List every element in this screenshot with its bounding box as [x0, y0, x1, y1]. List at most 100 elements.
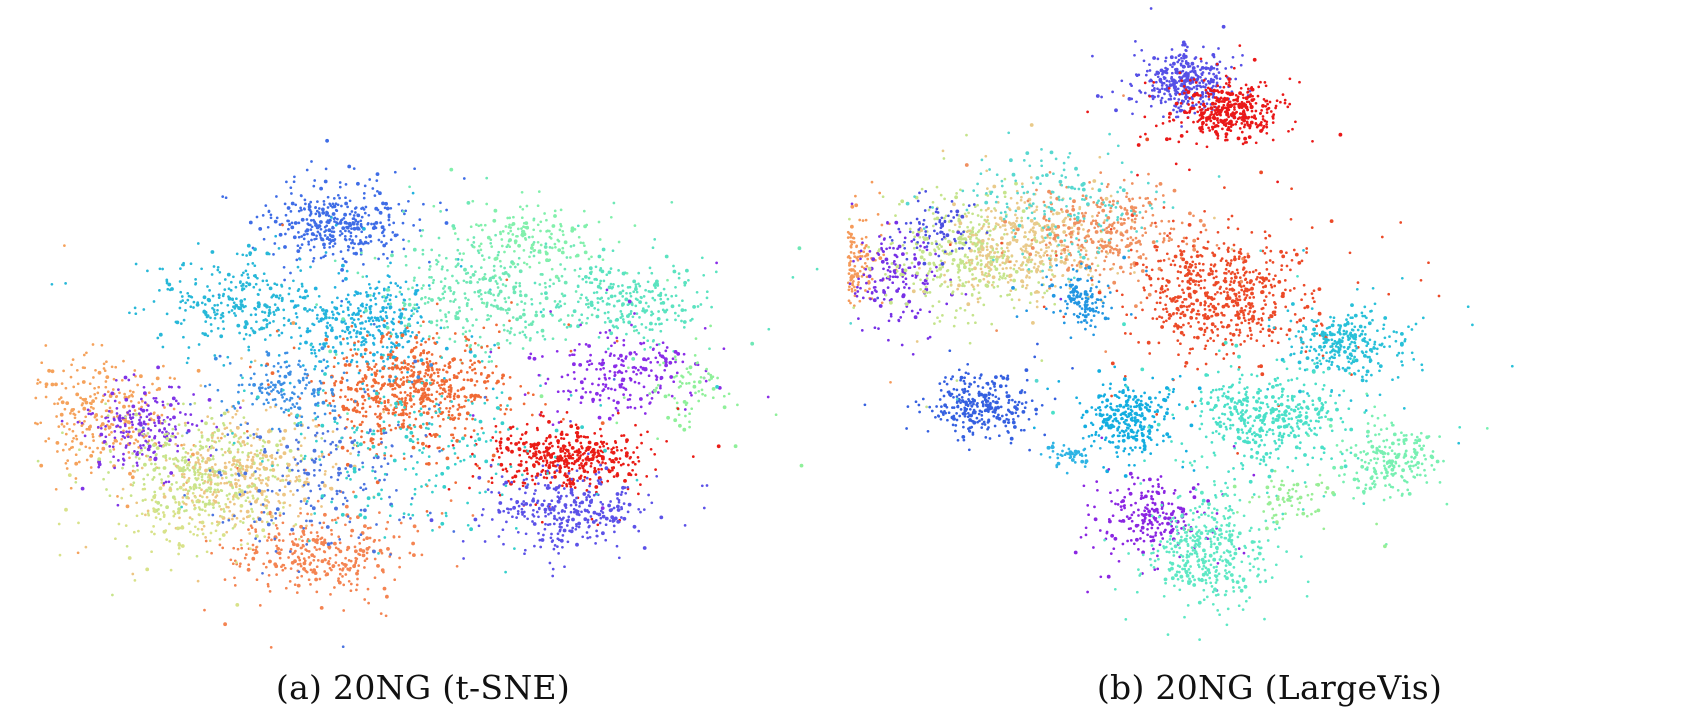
data-point — [489, 348, 493, 351]
data-point — [374, 412, 377, 416]
data-point — [419, 353, 422, 357]
data-point — [563, 445, 567, 448]
data-point — [362, 379, 365, 383]
data-point — [668, 360, 673, 365]
data-point — [302, 557, 306, 560]
data-point — [354, 290, 358, 294]
data-point — [184, 413, 187, 416]
data-point — [212, 446, 215, 450]
data-point — [319, 360, 323, 363]
data-point — [129, 483, 133, 486]
data-point — [312, 257, 316, 260]
data-point — [267, 536, 271, 539]
data-point — [167, 282, 172, 287]
data-point — [410, 405, 413, 408]
data-point — [634, 423, 637, 427]
data-point — [230, 309, 234, 312]
data-point — [175, 320, 180, 325]
data-point — [389, 428, 393, 432]
data-point — [219, 508, 223, 511]
data-point — [121, 487, 125, 491]
data-point — [186, 451, 190, 455]
data-point — [293, 422, 297, 425]
data-point — [602, 366, 605, 370]
data-point — [568, 481, 572, 486]
data-point — [252, 285, 256, 289]
data-point — [332, 313, 335, 316]
data-point — [385, 288, 390, 292]
data-point — [643, 309, 647, 313]
data-point — [251, 548, 255, 552]
data-point — [181, 496, 185, 499]
data-point — [91, 343, 95, 346]
data-point — [134, 262, 138, 266]
data-point — [395, 341, 398, 344]
data-point — [477, 343, 480, 347]
data-point — [563, 294, 567, 297]
data-point — [702, 273, 706, 277]
data-point — [532, 522, 537, 526]
data-point — [586, 298, 589, 302]
data-point — [657, 351, 661, 355]
data-point — [530, 297, 533, 301]
data-point — [632, 524, 637, 529]
data-point — [584, 390, 588, 394]
data-point — [165, 312, 169, 316]
data-point — [489, 276, 492, 280]
data-point — [563, 565, 566, 569]
data-point — [319, 236, 323, 240]
data-point — [347, 313, 351, 317]
data-point — [331, 346, 335, 349]
data-point — [478, 466, 481, 470]
data-point — [656, 391, 660, 394]
data-point — [309, 513, 313, 516]
data-point — [363, 347, 368, 352]
data-point — [220, 476, 224, 480]
data-point — [127, 426, 131, 430]
data-point — [575, 496, 578, 500]
data-point — [286, 462, 291, 467]
data-point — [299, 454, 303, 457]
data-point — [349, 348, 353, 352]
data-point — [69, 412, 72, 415]
data-point — [500, 244, 504, 248]
data-point — [60, 419, 64, 423]
data-point — [369, 311, 372, 315]
data-point — [412, 346, 416, 350]
data-point — [378, 191, 382, 196]
data-point — [100, 400, 103, 404]
data-point — [153, 457, 158, 462]
data-point — [444, 221, 449, 225]
data-point — [456, 456, 460, 460]
data-point — [137, 446, 141, 449]
data-point — [543, 337, 547, 341]
data-point — [267, 209, 271, 213]
data-point — [379, 429, 383, 433]
data-point — [295, 543, 300, 547]
data-point — [644, 301, 648, 305]
data-point — [255, 545, 258, 549]
data-point — [404, 396, 407, 400]
data-point — [489, 463, 493, 467]
data-point — [697, 399, 701, 403]
data-point — [111, 593, 114, 597]
data-point — [78, 448, 81, 452]
data-point — [545, 461, 549, 465]
data-point — [108, 494, 112, 498]
data-point — [648, 402, 651, 405]
data-point — [505, 339, 509, 342]
data-point — [249, 360, 253, 364]
data-point — [336, 361, 340, 365]
data-point — [313, 179, 317, 182]
data-point — [71, 358, 75, 361]
data-point — [194, 278, 197, 281]
data-point — [168, 457, 172, 460]
data-point — [598, 398, 602, 402]
data-point — [632, 451, 635, 454]
data-point — [654, 286, 657, 290]
data-point — [386, 293, 390, 297]
data-point — [654, 356, 658, 360]
data-point — [349, 452, 352, 455]
data-point — [271, 460, 274, 464]
data-point — [567, 469, 571, 473]
